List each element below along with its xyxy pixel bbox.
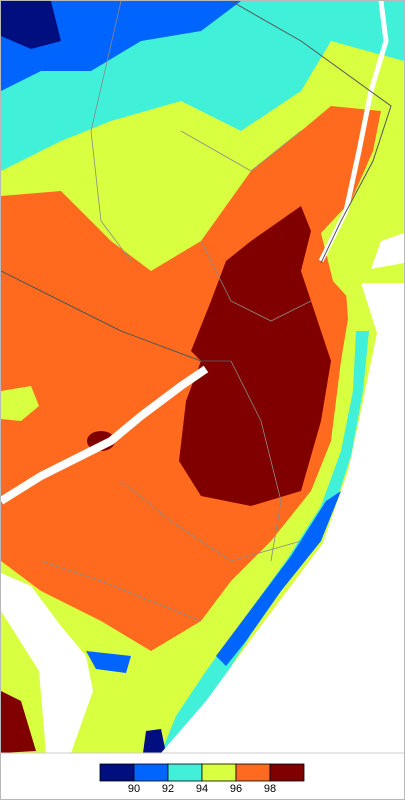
zone	[1, 691, 36, 753]
legend-label: 98	[264, 783, 276, 795]
state-border	[230, 1, 392, 264]
delaware-river	[1, 365, 209, 505]
zone	[1, 386, 39, 421]
county-line	[230, 360, 282, 562]
zone	[86, 651, 131, 673]
zone	[143, 729, 166, 753]
legend: 90 92 94 96 98	[99, 763, 305, 795]
zone	[1, 1, 241, 91]
legend-swatch	[133, 763, 169, 782]
county-line	[40, 560, 202, 622]
legend-label: 96	[230, 783, 242, 795]
legend-swatch	[235, 763, 271, 782]
temperature-zones	[1, 1, 404, 753]
county-line	[180, 130, 302, 172]
legend-swatch	[201, 763, 237, 782]
zone	[161, 331, 369, 753]
zone	[1, 1, 61, 49]
county-line	[90, 1, 132, 262]
zone	[151, 291, 369, 746]
zone	[179, 206, 331, 506]
delaware-bay	[1, 573, 93, 753]
zone	[216, 491, 341, 666]
legend-swatch	[99, 763, 135, 782]
harbor	[371, 233, 404, 269]
legend-label: 90	[128, 783, 140, 795]
legend-label: 94	[196, 783, 208, 795]
county-line	[120, 480, 302, 562]
legend-swatch	[167, 763, 203, 782]
state-border	[1, 270, 231, 362]
legend-label: 92	[162, 783, 174, 795]
ocean	[161, 283, 404, 753]
boundaries	[1, 1, 392, 622]
legend-swatch	[269, 763, 305, 782]
county-line	[200, 240, 312, 322]
